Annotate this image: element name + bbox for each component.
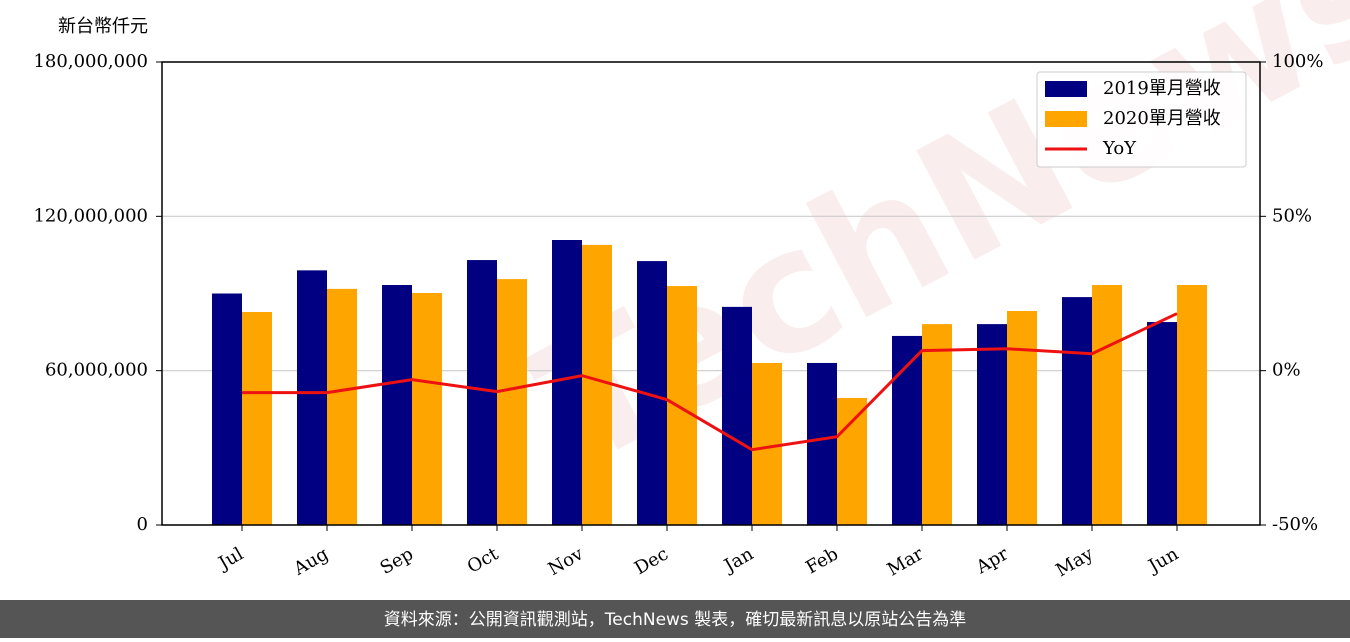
y-tick-label: 120,000,000 [33, 205, 148, 226]
bar [1062, 297, 1092, 525]
legend-label: 2020單月營收 [1103, 108, 1221, 129]
x-tick-label: Oct [464, 543, 503, 578]
bar [327, 288, 357, 525]
bar [382, 285, 412, 525]
footer-band [0, 600, 1350, 638]
y-tick-label: 0 [137, 514, 148, 535]
y-tick-label: 60,000,000 [45, 360, 148, 381]
bar [1007, 310, 1037, 525]
bar [722, 306, 752, 525]
legend-label: YoY [1102, 138, 1137, 159]
bar [467, 260, 497, 525]
y-tick-label: 180,000,000 [33, 51, 148, 72]
x-tick-label: Feb [802, 543, 842, 578]
bar [1147, 322, 1177, 525]
bar [922, 324, 952, 525]
legend-box [1036, 71, 1247, 168]
x-tick-label: Sep [377, 543, 417, 578]
x-tick-label: May [1052, 543, 1097, 581]
y2-tick-label: 100% [1272, 51, 1323, 72]
y2-tick-label: 0% [1272, 360, 1301, 381]
x-tick-label: Jul [213, 543, 247, 575]
bar [242, 312, 272, 525]
bar [807, 362, 837, 525]
line-series [242, 312, 1178, 452]
x-tick-label: Jun [1143, 543, 1182, 578]
x-tick-label: Dec [631, 543, 672, 579]
bar [412, 292, 442, 525]
x-tick-label: Apr [972, 543, 1012, 578]
legend-label: 2019單月營收 [1103, 78, 1221, 99]
x-tick-label: Aug [289, 543, 332, 580]
bar [552, 239, 582, 525]
bar [667, 286, 697, 525]
bar [582, 244, 612, 525]
y-axis-label: 新台幣仟元 [58, 16, 148, 37]
bar [752, 362, 782, 525]
y2-tick-label: 50% [1272, 205, 1312, 226]
bar [837, 397, 867, 525]
x-tick-label: Nov [545, 543, 588, 580]
legend-swatch [1045, 81, 1087, 97]
bar [497, 279, 527, 525]
x-tick-label: Jan [719, 543, 757, 577]
bar [977, 324, 1007, 525]
legend-swatch [1045, 111, 1087, 127]
x-tick-label: Mar [884, 543, 928, 580]
y2-tick-label: -50% [1272, 514, 1318, 535]
bar [1177, 285, 1207, 525]
plot-frame [161, 61, 1261, 526]
bar [297, 270, 327, 525]
bar [212, 293, 242, 525]
source-note: 資料來源：公開資訊觀測站，TechNews 製表，確切最新訊息以原站公告為準 [384, 610, 966, 630]
bar [1092, 285, 1122, 525]
